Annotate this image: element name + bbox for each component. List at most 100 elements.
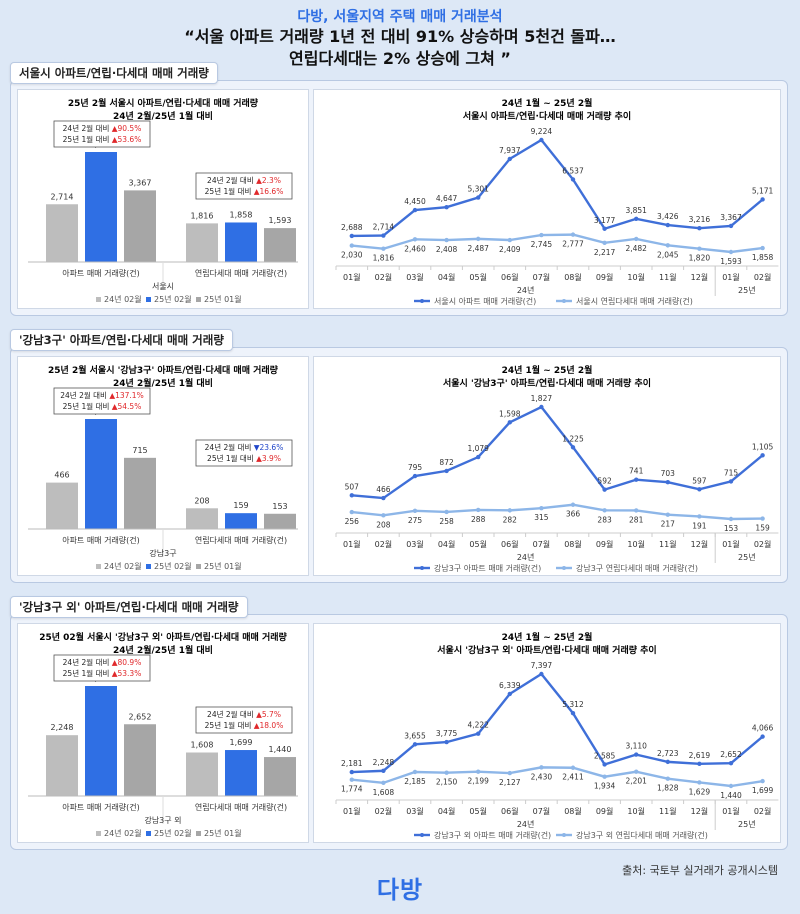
data-point	[665, 480, 670, 485]
data-point	[507, 508, 512, 513]
data-label: 256	[345, 517, 360, 526]
data-point	[697, 246, 702, 251]
data-label: 4,450	[404, 197, 426, 206]
data-point	[728, 223, 734, 229]
x-tick-label: 07월	[533, 272, 551, 282]
x-tick-label: 07월	[533, 539, 551, 549]
page-title-line1: “서울 아파트 거래량 1년 전 대비 91% 상승하며 5천건 돌파…	[184, 27, 616, 46]
section-title: '강남3구' 아파트/연립·다세대 매매 거래량	[10, 329, 233, 351]
x-tick-label: 01월	[343, 539, 361, 549]
data-point	[665, 776, 670, 781]
legend-swatch	[146, 831, 151, 836]
callout-line: 24년 2월 대비 ▲2.3%	[207, 175, 281, 185]
series-line	[351, 233, 763, 254]
data-point	[697, 487, 702, 492]
data-label: 2,585	[594, 751, 616, 760]
chart-title: 25년 2월 서울시 아파트/연립·다세대 매매 거래량	[68, 97, 259, 109]
data-label: 281	[629, 515, 644, 524]
data-point	[634, 236, 639, 242]
data-label: 5,171	[752, 186, 774, 195]
callout-line: 24년 2월 대비 ▼23.6%	[205, 442, 284, 452]
x-tick-label: 08월	[564, 539, 582, 549]
data-point	[602, 508, 607, 513]
callout-change: ▲90.5%	[112, 124, 142, 133]
section-box: 25년 2월 서울시 아파트/연립·다세대 매매 거래량 24년 2월/25년 1…	[10, 80, 788, 316]
bar	[186, 752, 218, 796]
data-point	[476, 195, 481, 200]
series-line	[351, 672, 764, 774]
data-label: 217	[661, 520, 676, 529]
data-point	[760, 734, 765, 739]
data-label: 1,440	[720, 791, 742, 800]
data-point	[634, 508, 639, 513]
bar	[225, 750, 257, 796]
data-point	[728, 249, 734, 255]
data-label: 2,030	[341, 251, 363, 260]
data-point	[476, 236, 481, 242]
chart-subtitle: 24년 2월/25년 1월 대비	[113, 110, 213, 122]
callout-box	[53, 120, 151, 148]
data-label: 191	[692, 521, 707, 530]
data-point	[539, 671, 544, 677]
category-label: 연립다세대 매매 거래량(건)	[195, 535, 287, 545]
data-point	[570, 765, 576, 770]
line-chart-panel: 24년 1월 ~ 25년 2월 서울시 '강남3구 외' 아파트/연립·다세대 매…	[313, 623, 781, 843]
series-line	[351, 766, 763, 788]
x-tick-label: 05월	[469, 272, 487, 282]
x-tick-label: 05월	[469, 539, 487, 549]
callout-change: ▲80.9%	[112, 658, 142, 667]
bar-value-label: 1,440	[269, 745, 292, 754]
data-point	[349, 233, 354, 239]
data-label: 2,723	[657, 749, 679, 758]
callout-change: ▲53.3%	[112, 669, 142, 678]
x-tick-label: 10월	[627, 539, 645, 549]
callout-change: ▲54.5%	[112, 402, 142, 411]
data-point	[539, 137, 544, 143]
callout-label: 25년 1월 대비	[63, 401, 112, 411]
data-point	[760, 197, 765, 202]
bar	[46, 204, 78, 262]
data-point	[412, 769, 418, 775]
callout-line: 25년 1월 대비 ▲53.6%	[63, 134, 142, 144]
data-label: 2,127	[499, 778, 521, 787]
bar-value-label: 1,699	[230, 738, 253, 747]
callout-label: 25년 1월 대비	[205, 186, 254, 196]
line-chart-panel: 24년 1월 ~ 25년 2월 서울시 '강남3구' 아파트/연립·다세대 매매 …	[313, 356, 781, 576]
data-point	[412, 237, 418, 242]
legend-marker	[420, 833, 424, 837]
page-header: 다방, 서울지역 주택 매매 거래분석 “서울 아파트 거래량 1년 전 대비 …	[0, 6, 800, 70]
bar	[124, 190, 156, 262]
data-label: 1,774	[341, 785, 363, 794]
legend-label: 강남3구 외 연립다세대 매매 거래량(건)	[576, 830, 708, 840]
data-point	[444, 468, 449, 474]
legend-swatch	[146, 297, 151, 302]
data-point	[728, 479, 734, 484]
data-point	[728, 783, 734, 789]
data-label: 2,248	[373, 758, 395, 767]
data-label: 208	[376, 520, 391, 529]
data-label: 1,699	[752, 786, 774, 795]
data-point	[507, 156, 512, 162]
callout-label: 25년 1월 대비	[205, 720, 254, 730]
data-point	[349, 243, 354, 248]
data-label: 795	[408, 463, 423, 472]
data-label: 3,426	[657, 212, 679, 221]
x-tick-label: 04월	[438, 806, 456, 816]
callout-label: 25년 1월 대비	[63, 668, 112, 678]
data-point	[602, 762, 607, 767]
bar	[264, 757, 296, 796]
bar-value-label: 208	[194, 496, 209, 505]
data-point	[602, 226, 607, 231]
x-tick-label: 01월	[722, 272, 740, 282]
x-tick-label: 07월	[533, 806, 551, 816]
data-point	[665, 512, 670, 517]
x-tick-label: 01월	[722, 539, 740, 549]
x-tick-label: 02월	[375, 806, 393, 816]
series-line	[351, 503, 763, 521]
data-point	[381, 513, 386, 518]
legend-swatch	[96, 297, 101, 302]
legend-marker	[420, 566, 424, 570]
callout-change: ▼23.6%	[254, 443, 284, 452]
line-chart-panel: 24년 1월 ~ 25년 2월 서울시 아파트/연립·다세대 매매 거래량 추이 0…	[313, 89, 781, 309]
data-point	[444, 509, 449, 515]
